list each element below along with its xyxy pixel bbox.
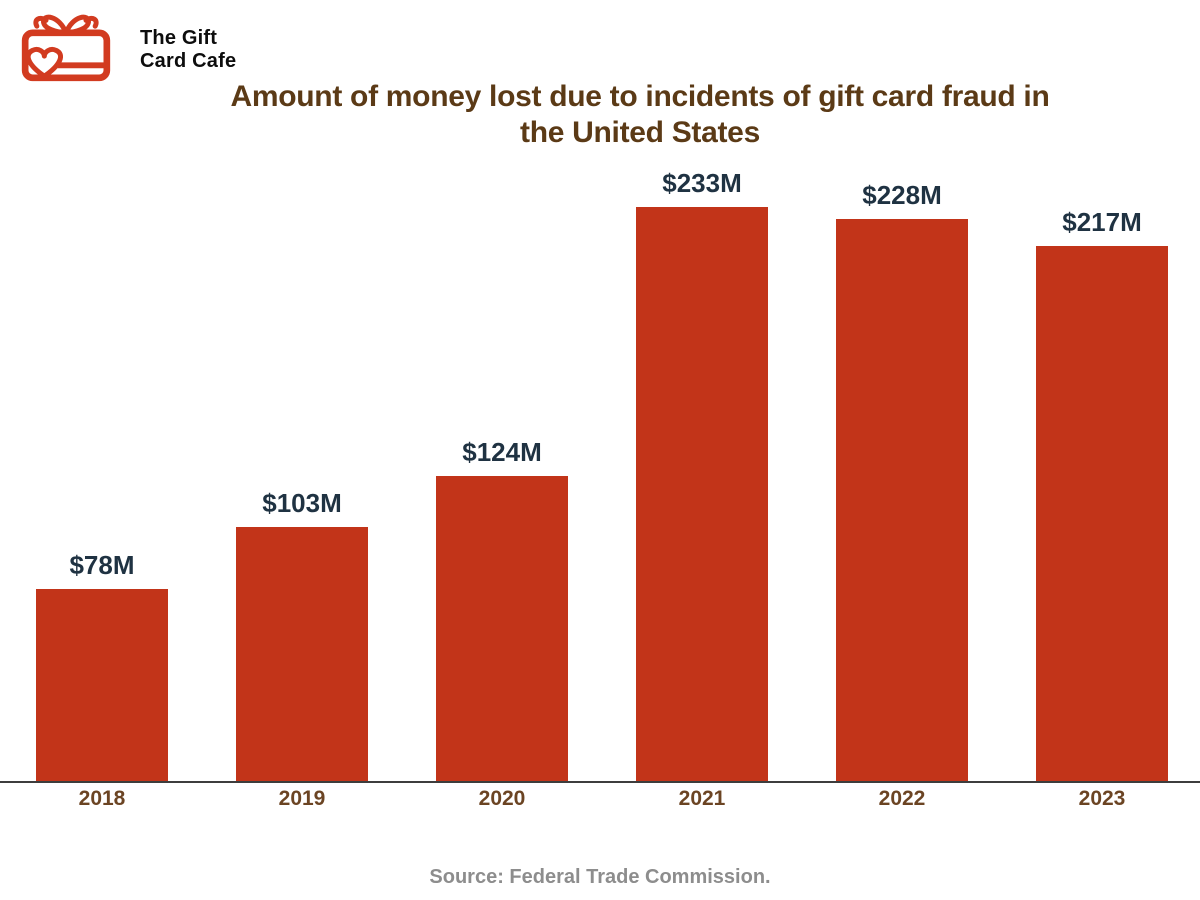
bar-value-label: $228M xyxy=(862,180,942,210)
brand-name: The Gift Card Cafe xyxy=(140,27,236,73)
bar-chart: $78M $103M $124M $233M $228M $217M xyxy=(0,161,1200,781)
bar-column-2022: $228M xyxy=(836,180,968,781)
x-axis-label: 2018 xyxy=(78,787,126,810)
bar-column-2019: $103M xyxy=(236,488,368,781)
bar xyxy=(36,589,168,781)
bar-column-2018: $78M xyxy=(36,550,168,781)
bar xyxy=(436,476,568,781)
x-axis-label: 2021 xyxy=(678,787,726,810)
bar-value-label: $124M xyxy=(462,437,542,467)
x-axis-line xyxy=(0,781,1200,783)
brand-name-line2: Card Cafe xyxy=(140,49,237,72)
bar-column-2023: $217M xyxy=(1036,207,1168,781)
source-note: Source: Federal Trade Commission. xyxy=(429,866,771,888)
bar-value-label: $233M xyxy=(662,168,742,198)
x-axis-labels: 2018 2019 2020 2021 2022 2023 xyxy=(0,787,1200,817)
chart-title: Amount of money lost due to incidents of… xyxy=(0,79,1200,151)
bar-column-2020: $124M xyxy=(436,437,568,781)
x-axis-label: 2019 xyxy=(278,787,326,810)
x-axis-label: 2023 xyxy=(1078,787,1126,810)
bar-value-label: $103M xyxy=(262,488,342,518)
x-axis-label: 2020 xyxy=(478,787,526,810)
brand-name-line1: The Gift xyxy=(140,26,218,49)
chart-title-line2: the United States xyxy=(520,116,760,149)
x-axis-label: 2022 xyxy=(878,787,926,810)
gift-card-logo-icon xyxy=(16,8,116,91)
chart-title-line1: Amount of money lost due to incidents of… xyxy=(230,80,1050,113)
brand-header: The Gift Card Cafe xyxy=(16,8,236,91)
bar xyxy=(1036,246,1168,781)
bar xyxy=(836,219,968,781)
bar-column-2021: $233M xyxy=(636,168,768,781)
bar xyxy=(236,527,368,781)
bar-value-label: $217M xyxy=(1062,207,1142,237)
bar xyxy=(636,207,768,781)
bar-value-label: $78M xyxy=(69,550,135,580)
